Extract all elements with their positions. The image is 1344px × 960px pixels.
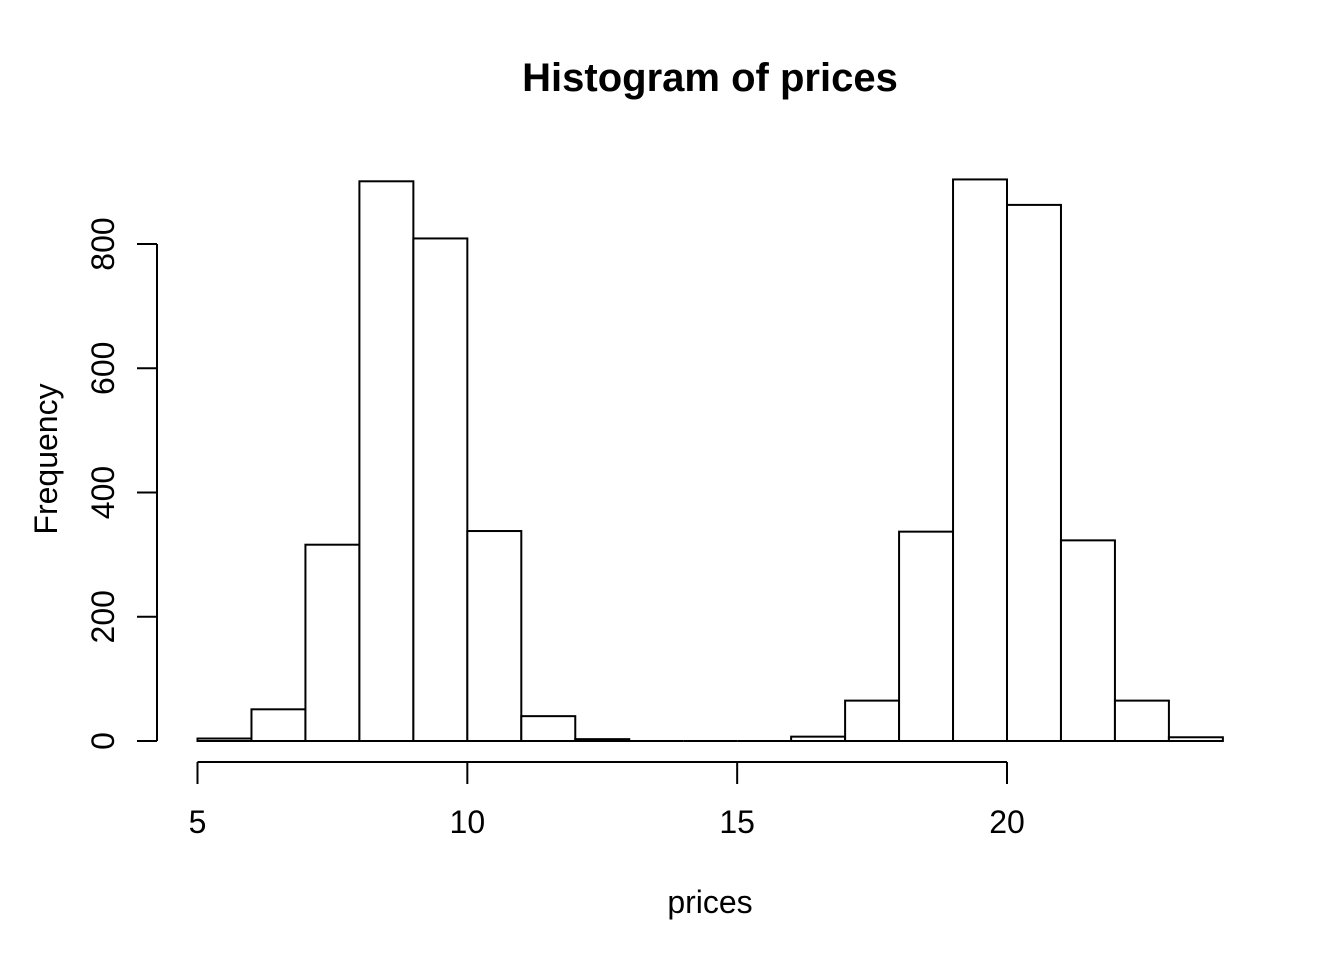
histogram-bar-12-13 <box>574 738 631 743</box>
histogram-bar-5-6 <box>196 737 253 742</box>
histogram-bar-6-7 <box>250 708 307 742</box>
x-axis-label: prices <box>667 884 752 920</box>
histogram-bar-8-9 <box>358 180 415 742</box>
histogram-bar-22-23 <box>1113 699 1170 743</box>
y-tick-label: 400 <box>85 466 121 519</box>
chart-title: Histogram of prices <box>522 56 898 100</box>
x-tick-label: 15 <box>719 804 755 840</box>
histogram-bar-10-11 <box>466 530 523 743</box>
x-tick-label: 10 <box>450 804 486 840</box>
histogram-bar-16-17 <box>790 735 847 743</box>
histogram-bar-9-10 <box>412 237 469 743</box>
histogram-bar-7-8 <box>304 543 361 742</box>
y-tick-label: 200 <box>85 590 121 643</box>
histogram-bar-20-21 <box>1006 203 1062 742</box>
histogram-bar-21-22 <box>1059 539 1116 743</box>
y-axis-label: Frequency <box>28 383 64 534</box>
y-tick-label: 600 <box>85 342 121 395</box>
histogram-bar-17-18 <box>844 699 901 743</box>
x-tick-label: 20 <box>989 804 1025 840</box>
histogram-bar-18-19 <box>898 530 955 742</box>
histogram-bar-19-20 <box>952 178 1009 743</box>
x-tick-label: 5 <box>189 804 207 840</box>
bars-group <box>196 178 1224 743</box>
y-tick-label: 0 <box>85 732 121 750</box>
histogram-bar-23-24 <box>1167 736 1224 743</box>
y-tick-label: 800 <box>85 217 121 270</box>
histogram-bar-11-12 <box>520 715 577 742</box>
